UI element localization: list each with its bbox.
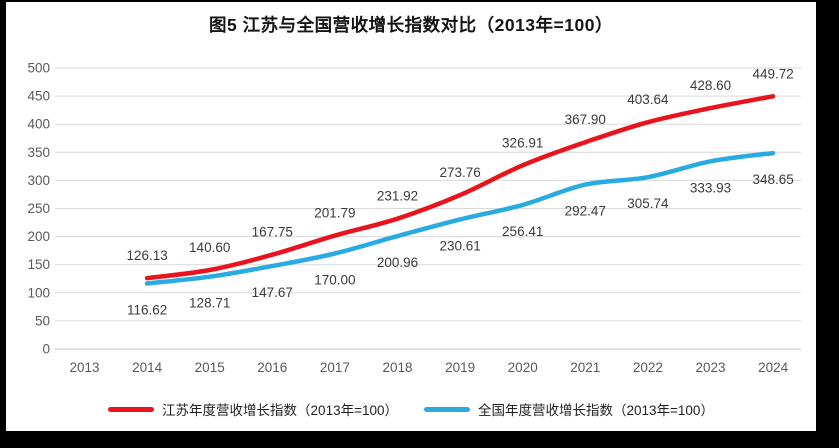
data-label-jiangsu: 231.92: [377, 189, 418, 204]
data-label-national: 170.00: [314, 272, 355, 287]
data-label-national: 128.71: [189, 296, 230, 311]
x-tick-label: 2015: [195, 360, 225, 375]
x-tick-label: 2020: [508, 360, 538, 375]
data-label-national: 200.96: [377, 255, 418, 270]
data-label-jiangsu: 140.60: [189, 240, 230, 255]
y-tick-label: 450: [27, 89, 50, 104]
data-label-jiangsu: 428.60: [690, 78, 731, 93]
data-label-jiangsu: 167.75: [252, 225, 293, 240]
x-tick-label: 2019: [445, 360, 475, 375]
x-tick-label: 2016: [257, 360, 287, 375]
x-tick-label: 2024: [758, 360, 789, 375]
data-label-jiangsu: 126.13: [126, 248, 167, 263]
data-label-jiangsu: 449.72: [752, 66, 793, 81]
legend-label-jiangsu: 江苏年度营收增长指数（2013年=100）: [162, 403, 398, 418]
y-tick-label: 50: [35, 313, 50, 328]
data-label-national: 333.93: [690, 180, 731, 195]
legend-entry-national: 全国年度营收增长指数（2013年=100）: [424, 399, 714, 419]
x-tick-label: 2018: [382, 360, 412, 375]
legend-label-national: 全国年度营收增长指数（2013年=100）: [478, 403, 714, 418]
data-label-national: 116.62: [127, 302, 167, 317]
x-tick-label: 2021: [570, 360, 600, 375]
y-tick-label: 0: [42, 342, 50, 357]
legend-entry-jiangsu: 江苏年度营收增长指数（2013年=100）: [108, 399, 398, 419]
y-tick-label: 150: [27, 257, 50, 272]
y-tick-label: 250: [27, 201, 50, 216]
data-label-jiangsu: 201.79: [314, 206, 355, 221]
data-label-national: 256.41: [502, 224, 543, 239]
legend-line-swatch-red: [108, 406, 155, 412]
y-tick-label: 200: [27, 229, 50, 244]
series-line-jiangsu: [144, 94, 776, 281]
data-label-national: 348.65: [752, 172, 793, 187]
data-label-national: 305.74: [627, 196, 669, 211]
data-label-national: 292.47: [565, 204, 606, 219]
x-tick-label: 2023: [695, 360, 725, 375]
data-label-national: 230.61: [439, 238, 480, 253]
legend-line-swatch-blue: [424, 406, 470, 412]
line-chart: 0 50 100 150 200 250 300 350 400 450 500 2013 2014 20…: [27, 61, 801, 375]
x-tick-label: 2017: [320, 360, 350, 375]
y-tick-label: 400: [27, 117, 50, 132]
y-tick-label: 500: [27, 61, 50, 76]
chart-title: 图5 江苏与全国营收增长指数对比（2013年=100）: [209, 15, 613, 35]
x-tick-label: 2014: [132, 360, 163, 375]
chart-page: 图5 江苏与全国营收增长指数对比（2013年=100） 0 50 100 150 200…: [6, 2, 816, 431]
y-tick-label: 300: [27, 173, 50, 188]
series-line-national: [144, 150, 776, 286]
data-label-jiangsu: 403.64: [627, 92, 669, 107]
chart-legend: 江苏年度营收增长指数（2013年=100） 全国年度营收增长指数（2013年=1…: [6, 399, 816, 419]
data-label-jiangsu: 273.76: [439, 165, 480, 180]
data-label-jiangsu: 326.91: [502, 135, 543, 150]
y-tick-label: 100: [27, 285, 50, 300]
x-tick-label: 2022: [633, 360, 663, 375]
data-label-national: 147.67: [252, 285, 293, 300]
y-tick-label: 350: [27, 145, 50, 160]
x-tick-label: 2013: [69, 360, 99, 375]
data-label-jiangsu: 367.90: [565, 112, 606, 127]
